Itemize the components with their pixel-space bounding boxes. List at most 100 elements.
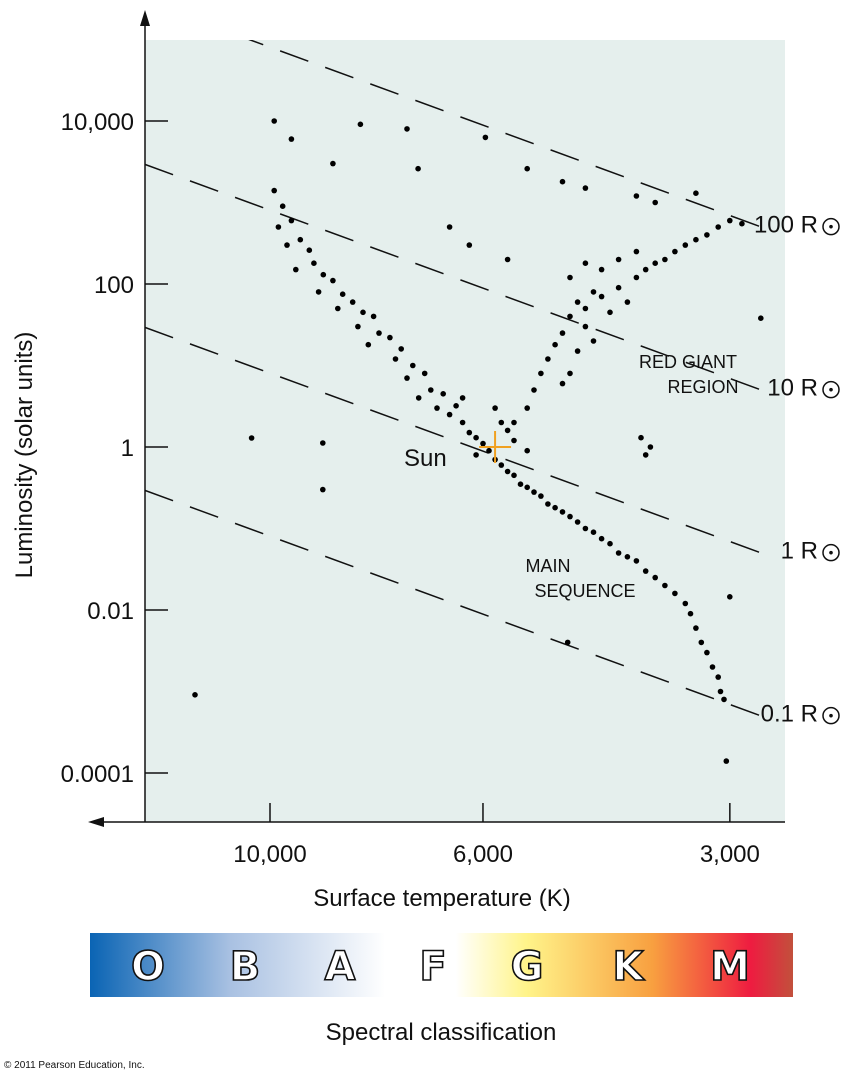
main-sequence-label: MAIN [526, 556, 571, 576]
star-point [642, 568, 649, 574]
sun-symbol-dot [829, 713, 833, 718]
star-point [517, 481, 524, 488]
star-point [607, 540, 613, 547]
star-point [392, 356, 399, 362]
spectral-class-O: O [131, 944, 165, 990]
star-point [574, 348, 581, 354]
star-point [672, 590, 678, 597]
star-point [624, 554, 631, 560]
star-point [758, 315, 764, 322]
star-point [524, 165, 530, 172]
spectral-class-A: A [325, 944, 356, 990]
star-point [652, 260, 658, 267]
star-point [415, 165, 421, 172]
star-point [652, 574, 658, 581]
star-point [545, 356, 551, 362]
y-tick-label: 10,000 [61, 109, 134, 136]
star-point [404, 375, 410, 381]
sun-symbol-icon [822, 217, 840, 236]
star-point [466, 429, 473, 436]
sun-marker [479, 431, 512, 463]
star-point [559, 380, 566, 387]
star-point [330, 277, 336, 284]
star-point [473, 434, 479, 441]
spectral-class-K: K [613, 944, 646, 990]
star-point [498, 462, 505, 468]
star-point [672, 248, 678, 255]
star-point [638, 434, 644, 441]
star-point [662, 582, 668, 589]
star-point [717, 688, 724, 695]
star-point [271, 187, 278, 194]
plot-area [145, 40, 785, 822]
star-point [582, 260, 589, 267]
star-point [492, 405, 498, 411]
radius-lines [145, 40, 768, 719]
star-point [320, 271, 327, 278]
star-point [682, 242, 689, 248]
radius-label: 1 R [781, 538, 840, 565]
star-point [538, 370, 544, 377]
star-point [293, 266, 299, 273]
star-point [552, 504, 558, 511]
star-point [559, 178, 566, 185]
star-point [698, 639, 705, 646]
star-point [339, 291, 346, 298]
star-point [446, 411, 453, 418]
star-point [330, 160, 336, 167]
star-point [446, 224, 453, 230]
x-tick-label: 10,000 [233, 841, 306, 868]
star-point [598, 293, 605, 300]
radius-label: 10 R [767, 375, 840, 402]
star-point [693, 190, 699, 196]
star-point [498, 419, 505, 426]
star-point [320, 440, 326, 446]
star-point [453, 403, 459, 409]
star-point [398, 346, 405, 352]
star-point [727, 217, 733, 224]
star-point [279, 203, 286, 209]
star-point [704, 649, 710, 656]
star-point [192, 692, 198, 698]
radius-line-10 [145, 163, 768, 393]
radius-label-text: 10 R [767, 375, 818, 402]
star-point [421, 370, 428, 377]
spectral-class-B: B [230, 944, 261, 990]
star-point [590, 529, 597, 535]
star-point [721, 696, 727, 703]
star-point [504, 256, 511, 263]
star-point [727, 594, 733, 600]
star-point [564, 639, 571, 646]
star-point [511, 437, 517, 444]
star-point [284, 242, 290, 248]
star-point [357, 121, 364, 128]
star-point [524, 447, 530, 454]
star-point [590, 338, 597, 344]
star-point [480, 440, 486, 447]
star-point [504, 427, 511, 434]
y-axis-arrow-icon [140, 10, 150, 26]
sun-label: Sun [404, 445, 447, 472]
star-point [567, 370, 573, 377]
star-point [642, 266, 649, 273]
star-point [739, 220, 745, 227]
sun-symbol-dot [829, 387, 833, 392]
star-point [624, 299, 631, 305]
star-point [531, 489, 537, 495]
star-point [723, 758, 730, 764]
star-point [511, 419, 517, 426]
star-point [288, 136, 295, 142]
star-point [360, 309, 366, 316]
star-point [524, 405, 530, 411]
radius-label-text: 0.1 R [761, 701, 818, 728]
star-point [440, 391, 447, 397]
star-point [545, 501, 551, 507]
spectral-class-M: M [710, 944, 750, 990]
star-point [574, 519, 581, 525]
radius-label-text: 100 R [754, 212, 818, 239]
x-tick-label: 3,000 [700, 841, 760, 868]
star-point [459, 419, 466, 426]
star-point [428, 387, 434, 393]
star-point [320, 486, 326, 493]
